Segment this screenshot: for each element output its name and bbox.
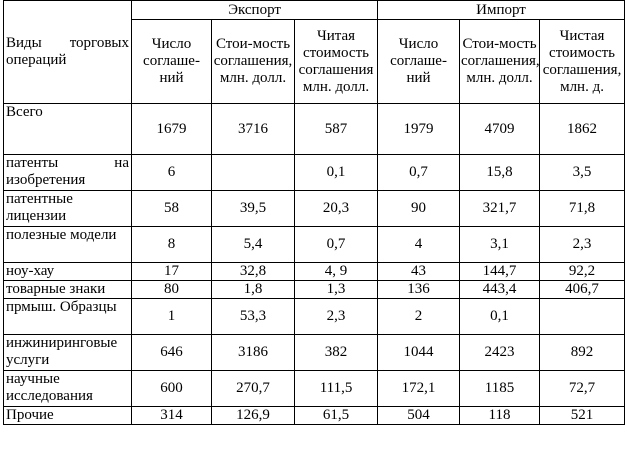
cell-import-net-cost: 92,2 [539,262,626,281]
cell-export-cost: 32,8 [211,262,295,281]
cell-import-net-cost: 892 [539,334,626,371]
cell-export-count: 58 [131,190,212,227]
row-label: инжиниринговые услуги [3,334,132,371]
row-label: прмыш. Образцы [3,298,132,335]
cell-export-cost: 1,8 [211,280,295,299]
export-cost-header: Стои-мость соглашения, млн. долл. [211,19,295,104]
cell-import-net-cost: 71,8 [539,190,626,227]
cell-export-net-cost: 0,1 [293,154,379,191]
cell-export-cost: 53,3 [211,298,295,335]
cell-export-cost: 3716 [211,103,295,155]
cell-import-count: 1979 [377,103,461,155]
cell-import-cost: 0,1 [459,298,541,335]
cell-import-net-cost: 72,7 [539,370,626,407]
cell-export-count: 1 [131,298,212,335]
cell-import-net-cost [539,298,626,335]
cell-export-count: 80 [131,280,212,299]
row-label: Прочие [3,406,132,425]
cell-export-count: 17 [131,262,212,281]
row-label: ноу-хау [3,262,132,281]
cell-export-cost: 270,7 [211,370,295,407]
cell-export-count: 600 [131,370,212,407]
cell-export-net-cost: 587 [293,103,379,155]
import-count-header: Число соглаше-ний [377,19,461,104]
cell-import-cost: 118 [459,406,541,425]
cell-export-net-cost: 1,3 [293,280,379,299]
table-row: патенты на изобретения 6 0,1 0,7 15,8 3,… [3,154,626,191]
cell-export-net-cost: 2,3 [293,298,379,335]
cell-import-count: 504 [377,406,461,425]
cell-export-count: 8 [131,226,212,263]
cell-export-cost [211,154,295,191]
header-group-row: Виды торговых операций Экспорт Импорт [3,0,626,104]
table-row: товарные знаки 80 1,8 1,3 136 443,4 406,… [3,280,626,299]
cell-export-net-cost: 4, 9 [293,262,379,281]
export-count-header: Число соглаше-ний [131,19,212,104]
cell-export-cost: 39,5 [211,190,295,227]
cell-export-count: 646 [131,334,212,371]
trade-operations-table-container: Виды торговых операций Экспорт Импорт Чи… [3,0,626,425]
cell-import-cost: 15,8 [459,154,541,191]
trade-operations-table: Виды торговых операций Экспорт Импорт Чи… [3,0,626,425]
cell-import-net-cost: 1862 [539,103,626,155]
cell-import-count: 1044 [377,334,461,371]
cell-import-net-cost: 2,3 [539,226,626,263]
cell-export-cost: 5,4 [211,226,295,263]
cell-export-net-cost: 61,5 [293,406,379,425]
cell-import-cost: 4709 [459,103,541,155]
row-label: патенты на изобретения [3,154,132,191]
cell-import-count: 4 [377,226,461,263]
table-row: ноу-хау 17 32,8 4, 9 43 144,7 92,2 [3,262,626,281]
table-row: патентные лицензии 58 39,5 20,3 90 321,7… [3,190,626,227]
import-group-header: Импорт [377,0,626,20]
table-row: полезные модели 8 5,4 0,7 4 3,1 2,3 [3,226,626,263]
table-row-total: Всего 1679 3716 587 1979 4709 1862 [3,103,626,155]
cell-export-net-cost: 111,5 [293,370,379,407]
export-group-header: Экспорт [130,0,379,20]
cell-import-net-cost: 406,7 [539,280,626,299]
cell-import-net-cost: 3,5 [539,154,626,191]
row-label: полезные модели [3,226,132,263]
cell-import-cost: 3,1 [459,226,541,263]
cell-export-net-cost: 20,3 [293,190,379,227]
cell-import-cost: 321,7 [459,190,541,227]
cell-import-cost: 2423 [459,334,541,371]
cell-import-cost: 144,7 [459,262,541,281]
cell-import-net-cost: 521 [539,406,626,425]
table-row: научные исследования 600 270,7 111,5 172… [3,370,626,407]
row-label: научные исследования [3,370,132,407]
cell-export-net-cost: 382 [293,334,379,371]
table-row: Прочие 314 126,9 61,5 504 118 521 [3,406,626,425]
table-row: инжиниринговые услуги 646 3186 382 1044 … [3,334,626,371]
export-net-cost-header: Читая стоимость соглашения млн. долл. [293,19,379,104]
cell-import-cost: 1185 [459,370,541,407]
cell-import-cost: 443,4 [459,280,541,299]
cell-export-count: 314 [131,406,212,425]
cell-import-count: 43 [377,262,461,281]
cell-import-count: 90 [377,190,461,227]
import-cost-header: Стои-мость соглашения, млн. долл. [459,19,541,104]
row-label: товарные знаки [3,280,132,299]
cell-export-count: 1679 [131,103,212,155]
cell-import-count: 172,1 [377,370,461,407]
row-label: Всего [3,103,132,155]
table-row: прмыш. Образцы 1 53,3 2,3 2 0,1 [3,298,626,335]
cell-export-cost: 3186 [211,334,295,371]
row-label-header: Виды торговых операций [3,0,132,104]
cell-import-count: 136 [377,280,461,299]
cell-import-count: 2 [377,298,461,335]
cell-export-cost: 126,9 [211,406,295,425]
cell-export-net-cost: 0,7 [293,226,379,263]
header-subcolumn-row: Число соглаше-ний Стои-мость соглашения,… [4,19,626,104]
import-net-cost-header: Чистая стоимость соглашения, млн. д. [539,19,626,104]
cell-export-count: 6 [131,154,212,191]
cell-import-count: 0,7 [377,154,461,191]
row-label: патентные лицензии [3,190,132,227]
